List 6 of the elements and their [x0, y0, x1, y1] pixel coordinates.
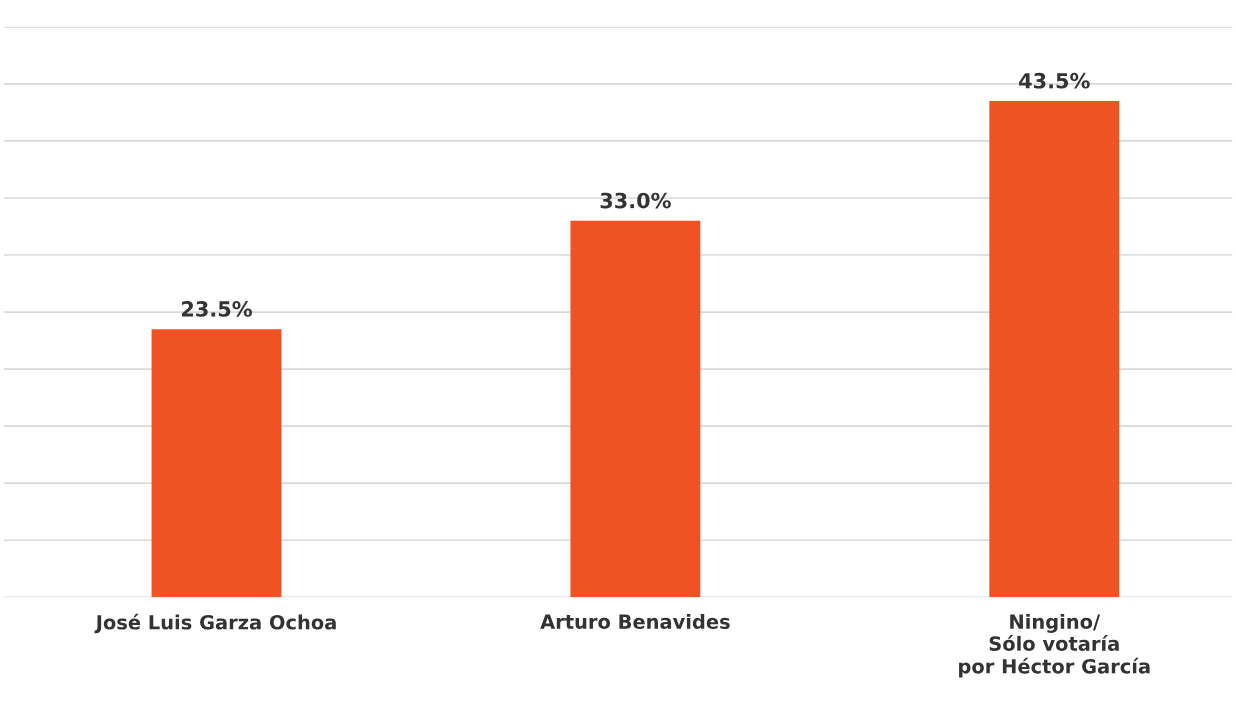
x-tick-label: Ningino/ Sólo votaría por Héctor García	[959, 613, 1150, 678]
data-label: 43.5%	[1019, 72, 1090, 89]
x-tick-label: Arturo Benavides	[540, 613, 730, 629]
data-label: 23.5%	[182, 301, 252, 317]
data-label: 33.0%	[600, 192, 671, 209]
x-tick-label: José Luis Garza Ochoa	[94, 613, 336, 634]
